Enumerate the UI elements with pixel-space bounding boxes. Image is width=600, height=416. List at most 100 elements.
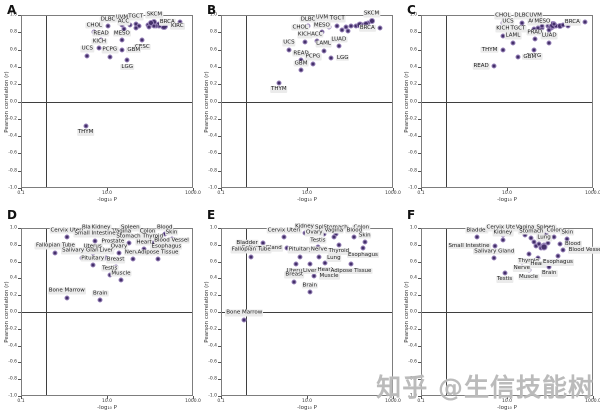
point-label: MESO: [533, 18, 552, 25]
y-tick-label: -0.6: [208, 150, 217, 156]
y-tick-mark: [218, 49, 221, 51]
point-label: Testis: [309, 237, 327, 244]
point-label: Testis: [101, 265, 119, 272]
y-tick-mark: [418, 328, 421, 330]
y-tick-label: -1.0: [208, 393, 217, 399]
y-tick-mark: [18, 153, 21, 155]
point-label: READ: [472, 62, 490, 70]
y-tick-label: 0.6: [9, 47, 17, 53]
point-label: LGG: [120, 63, 135, 71]
y-tick-label: -0.4: [8, 343, 17, 349]
data-point: [146, 24, 152, 30]
y-tick-mark: [18, 118, 21, 120]
y-tick-label: -0.4: [208, 343, 217, 349]
y-tick-mark: [18, 170, 21, 172]
panel-B: B UVM SKCM DLBC TGCT BRCA MESO CHOL KICH ACC LUAD U…: [200, 0, 401, 203]
y-tick-mark: [418, 345, 421, 347]
data-point-brain: [307, 289, 313, 295]
y-tick-mark: [18, 345, 21, 347]
x-tick-label: 10.0: [301, 399, 313, 404]
point-label: UCS: [282, 39, 296, 47]
y-tick-mark: [418, 261, 421, 263]
point-label: Thyroid: [141, 233, 165, 240]
point-label: Kidney: [492, 229, 514, 237]
x-tick-mark: [421, 188, 422, 191]
x-tick-label: 0.1: [217, 191, 225, 196]
point-label: Muscle: [110, 270, 132, 277]
point-label: Esophagus: [347, 251, 379, 259]
x-tick-label: 10.0: [301, 191, 313, 196]
data-point-ovary: [116, 250, 122, 256]
y-tick-label: -0.6: [8, 150, 17, 156]
data-point-small-intestine: [492, 243, 498, 249]
y-tick-mark: [218, 66, 221, 68]
point-label: GBM: [293, 60, 309, 67]
y-tick-mark: [418, 244, 421, 246]
y-tick-label: -0.6: [8, 359, 17, 365]
point-label: PRAD: [526, 29, 544, 36]
point-label: Spleen: [119, 224, 141, 232]
y-tick-mark: [218, 228, 221, 229]
point-label: Pituitary: [80, 255, 106, 262]
point-label: Blood: [564, 240, 582, 248]
point-label: READ: [92, 30, 110, 37]
x-tick-mark: [507, 188, 508, 191]
data-point-vagina: [331, 234, 337, 240]
x-axis-title: -log₁₀ P: [497, 197, 517, 203]
x-tick-label: 1000.0: [385, 191, 401, 196]
point-label: TGCT: [509, 25, 527, 33]
point-label: READ: [292, 50, 310, 57]
point-label: Thyroid: [517, 257, 540, 265]
panel-E: EKidneySpleenStomachColonCervix UteriVag…: [200, 196, 401, 416]
y-tick-label: 0.0: [409, 99, 417, 104]
x-tick-label: 1000.0: [385, 399, 401, 404]
data-point-cesc: [139, 37, 145, 43]
point-label: Colon: [138, 228, 157, 235]
x-tick-mark: [221, 396, 222, 399]
y-tick-label: 0.6: [409, 47, 417, 53]
data-point-salivary-gland: [491, 255, 497, 261]
point-label: MESO: [312, 22, 331, 29]
y-tick-mark: [418, 379, 421, 381]
point-label: Blood: [156, 224, 174, 231]
y-tick-label: -0.8: [408, 168, 417, 174]
point-label: Small Intestine: [73, 230, 117, 238]
data-point-ucs: [286, 47, 292, 53]
y-tick-mark: [418, 312, 421, 313]
zero-correlation-line: [222, 101, 392, 103]
panel-letter: A: [7, 3, 17, 17]
y-tick-label: 0.2: [9, 292, 17, 298]
data-point: [151, 23, 157, 29]
y-tick-mark: [418, 66, 421, 68]
y-axis-title: Pearson correlation (r): [4, 70, 10, 133]
y-tick-label: -0.8: [408, 376, 417, 382]
point-label: Uterus: [82, 243, 103, 250]
point-label: Skin: [357, 232, 372, 239]
x-tick-mark: [393, 188, 394, 191]
y-tick-mark: [218, 136, 221, 138]
point-label: Blood Vessel: [567, 246, 600, 254]
point-label: KICH: [495, 25, 511, 33]
data-point-skin: [362, 239, 368, 245]
panel-letter: D: [7, 208, 17, 222]
y-tick-label: 0.2: [409, 81, 417, 87]
data-point-lgg: [124, 57, 130, 63]
point-label: DLBC: [99, 16, 117, 23]
y-tick-label: 0.2: [409, 292, 417, 298]
point-label: Vagina: [514, 224, 536, 232]
point-label: CESC: [134, 43, 151, 51]
point-label: Pituitary: [287, 246, 313, 254]
x-tick-mark: [21, 188, 22, 191]
point-label: Bone Marrow: [47, 287, 86, 295]
y-tick-label: -0.4: [8, 133, 17, 139]
point-label: KIRC: [169, 23, 185, 30]
x-tick-mark: [107, 188, 108, 191]
point-label: Colon: [352, 224, 371, 231]
point-label: Bladder: [235, 240, 259, 247]
y-tick-mark: [418, 278, 421, 280]
y-tick-label: 0.6: [209, 259, 217, 265]
data-point-blood: [557, 241, 563, 247]
y-tick-mark: [418, 228, 421, 229]
